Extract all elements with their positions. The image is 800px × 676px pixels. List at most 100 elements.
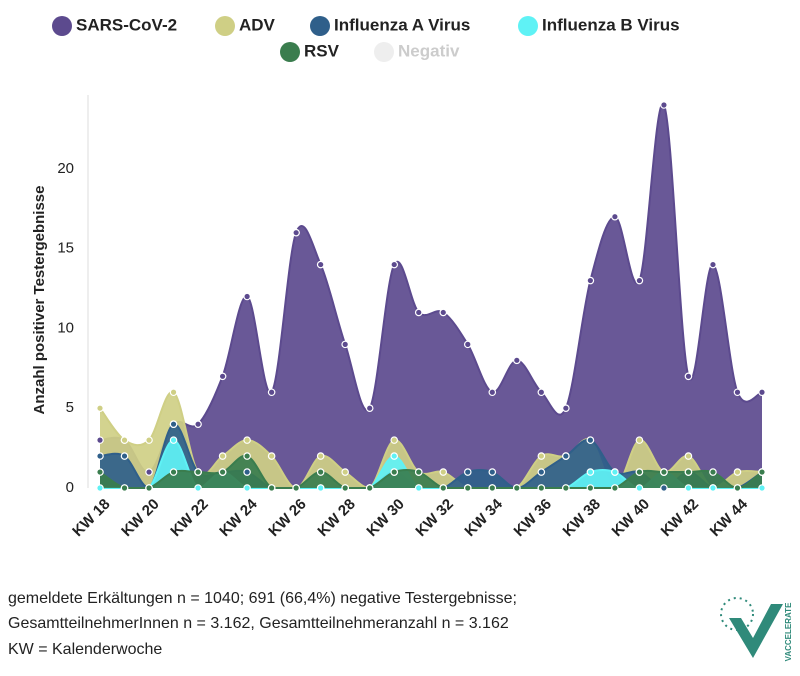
point-marker — [145, 436, 153, 444]
point-marker — [267, 452, 276, 460]
point-marker — [243, 436, 251, 444]
point-marker — [758, 388, 766, 397]
point-marker — [194, 468, 202, 476]
point-marker — [488, 468, 497, 476]
point-marker — [96, 484, 104, 492]
point-marker — [169, 388, 178, 397]
point-marker — [758, 484, 766, 492]
legend-label: ADV — [239, 15, 276, 34]
legend-swatch — [215, 16, 235, 36]
x-tick-label: KW 18 — [69, 496, 113, 540]
legend-label: RSV — [304, 41, 340, 60]
point-marker — [341, 484, 349, 492]
point-marker — [267, 388, 276, 397]
point-marker — [709, 484, 717, 492]
point-marker — [169, 436, 178, 444]
footer-line: gemeldete Erkältungen n = 1040; 691 (66,… — [8, 590, 517, 607]
logo-text: VACCELERATE — [784, 602, 793, 661]
point-marker — [169, 468, 178, 476]
x-tick-label: KW 42 — [658, 496, 702, 540]
x-tick-label: KW 38 — [560, 496, 604, 540]
x-tick-label: KW 36 — [511, 496, 555, 540]
point-marker — [341, 468, 349, 476]
point-marker — [169, 420, 178, 428]
y-tick-label: 15 — [57, 240, 74, 257]
point-marker — [635, 276, 644, 285]
point-marker — [709, 468, 717, 476]
point-marker — [365, 404, 374, 413]
point-marker — [316, 452, 325, 460]
point-marker — [660, 484, 668, 492]
legend-label: SARS-CoV-2 — [76, 15, 177, 34]
chart: Anzahl positiver Testergebnisse 0 5 10 15 20… — [31, 15, 766, 540]
legend-label: Influenza A Virus — [334, 15, 470, 34]
point-marker — [243, 292, 251, 301]
x-tick-label: KW 26 — [265, 496, 309, 540]
point-marker — [120, 436, 129, 444]
point-marker — [611, 468, 619, 476]
point-marker — [611, 484, 619, 492]
point-marker — [562, 452, 570, 460]
point-marker — [684, 452, 693, 460]
point-marker — [733, 468, 742, 476]
point-marker — [586, 436, 595, 444]
point-marker — [390, 468, 399, 476]
point-marker — [684, 372, 693, 381]
point-marker — [709, 260, 717, 269]
point-marker — [439, 484, 448, 492]
point-marker — [316, 260, 325, 269]
point-marker — [586, 468, 595, 476]
point-marker — [243, 468, 251, 476]
point-marker — [635, 436, 644, 444]
point-marker — [660, 101, 668, 109]
point-marker — [684, 468, 693, 476]
point-marker — [96, 404, 104, 413]
point-marker — [488, 388, 497, 397]
point-marker — [733, 388, 742, 397]
point-marker — [586, 276, 595, 285]
point-marker — [96, 452, 104, 460]
point-marker — [537, 468, 546, 476]
footer-line: KW = Kalenderwoche — [8, 641, 163, 658]
point-marker — [537, 452, 546, 460]
point-marker — [96, 468, 104, 476]
point-marker — [537, 484, 546, 492]
legend-swatch — [374, 42, 394, 62]
point-marker — [611, 212, 619, 221]
point-marker — [733, 484, 742, 492]
x-tick-label: KW 32 — [412, 496, 456, 540]
y-tick-label: 0 — [66, 479, 74, 496]
footer-line: GesamtteilnehmerInnen n = 3.162, Gesamtt… — [8, 615, 509, 632]
point-marker — [194, 484, 202, 492]
point-marker — [390, 436, 399, 444]
area — [100, 455, 762, 488]
line — [99, 454, 763, 490]
y-tick-label: 10 — [57, 319, 74, 336]
point-marker — [292, 484, 300, 492]
legend-label: Negativ — [398, 41, 460, 60]
point-marker — [463, 484, 472, 492]
legend-swatch — [518, 16, 538, 36]
point-marker — [562, 484, 570, 492]
point-marker — [684, 484, 693, 492]
x-tick-label: KW 44 — [707, 495, 752, 540]
point-marker — [390, 260, 399, 269]
point-marker — [513, 356, 521, 365]
point-marker — [513, 484, 521, 492]
y-tick-label: 20 — [57, 160, 74, 177]
y-tick-label: 5 — [66, 399, 74, 416]
area — [100, 440, 762, 488]
point-marker — [120, 452, 129, 460]
point-marker — [316, 468, 325, 476]
x-tick-label: KW 30 — [363, 496, 407, 540]
legend-swatch — [52, 16, 72, 36]
point-marker — [758, 468, 766, 476]
point-marker — [463, 340, 472, 349]
point-marker — [145, 484, 153, 492]
point-marker — [316, 484, 325, 492]
point-marker — [414, 484, 423, 492]
point-marker — [414, 468, 423, 476]
point-marker — [537, 388, 546, 397]
y-axis-label: Anzahl positiver Testergebnisse — [31, 186, 48, 415]
